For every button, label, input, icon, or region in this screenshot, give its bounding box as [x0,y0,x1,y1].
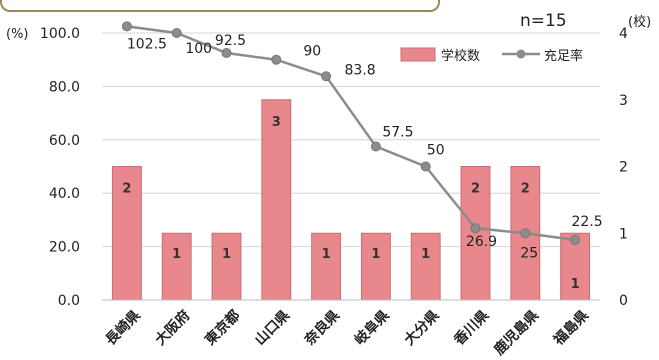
y-right-tick-label: 3 [619,93,628,109]
x-tick-label: 大分県 [401,307,443,349]
bar-value-label: 1 [222,247,231,262]
y-right-tick-label: 4 [619,26,628,42]
line-point [520,228,531,239]
x-tick-label: 鹿児島県 [490,307,542,359]
line-value-label: 57.5 [382,124,413,140]
line-value-label: 92.5 [215,33,246,49]
bar-value-label: 2 [122,182,131,197]
line-value-label: 25 [520,245,538,261]
line-point [121,21,132,32]
line-point [221,48,232,59]
bar [410,232,441,301]
legend-line-label: 充足率 [544,48,583,64]
legend-bar-swatch [400,47,436,62]
line-point [570,234,581,245]
y-left-tick-label: 20.0 [49,240,80,256]
line-value-label: 83.8 [345,62,376,78]
bar-value-label: 2 [471,182,480,197]
legend: 学校数 充足率 [400,47,583,64]
line-point [321,71,332,82]
line-value-label: 50 [427,143,445,159]
bar [261,99,292,301]
line-point [171,28,182,38]
bar [460,166,491,301]
data-labels: 2 1 1 3 1 1 1 2 2 1 102.5 100 92.5 90 83.8 57.5 50 26.9 25… [122,33,602,292]
line-point [470,223,481,234]
y-right-unit: (校) [628,14,651,30]
bar-series [111,99,591,301]
bar-value-label: 2 [521,182,530,197]
x-tick-label: 奈良県 [301,307,343,349]
x-tick-label: 福島県 [550,307,592,349]
bar-value-label: 1 [172,247,181,262]
y-right-tick-label: 1 [619,226,628,242]
y-left-tick-label: 80.0 [49,79,80,95]
frame-border [0,0,440,12]
y-right-tick-label: 2 [619,160,628,176]
line-value-label: 22.5 [572,214,603,230]
bar-value-label: 1 [571,277,580,292]
y-left-tick-label: 0.0 [58,293,80,309]
y-left-tick-label: 60.0 [49,133,80,149]
bar [360,232,391,301]
sample-size-label: n=15 [520,11,567,31]
bar [211,232,242,301]
x-tick-label: 香川県 [450,307,492,349]
line-point [370,141,381,152]
x-tick-label: 山口県 [252,308,293,349]
x-tick-label: 東京都 [202,307,244,349]
y-left-tick-label: 100.0 [40,26,80,42]
line-value-label: 90 [303,44,321,60]
bar [161,232,192,301]
line-point [271,54,282,65]
x-tick-label: 長崎県 [102,307,144,349]
y-left-unit: (%) [6,27,29,42]
bar [311,232,342,301]
y-left-tick-label: 40.0 [49,186,80,202]
bar-value-label: 1 [322,247,331,262]
x-tick-label: 岐阜県 [351,307,393,349]
line-point [420,161,431,172]
bar-value-label: 3 [272,115,281,130]
line-value-label: 102.5 [127,36,167,52]
y-right-tick-label: 0 [619,293,628,309]
line-value-label: 100 [185,41,212,57]
bar-value-label: 1 [421,247,430,262]
bar-value-label: 1 [371,247,380,262]
line-value-label: 26.9 [466,234,497,250]
line-series [121,21,581,245]
legend-line-marker [516,49,526,59]
x-tick-label: 大阪府 [152,307,194,349]
legend-bar-label: 学校数 [441,48,480,64]
line-path [126,25,576,242]
